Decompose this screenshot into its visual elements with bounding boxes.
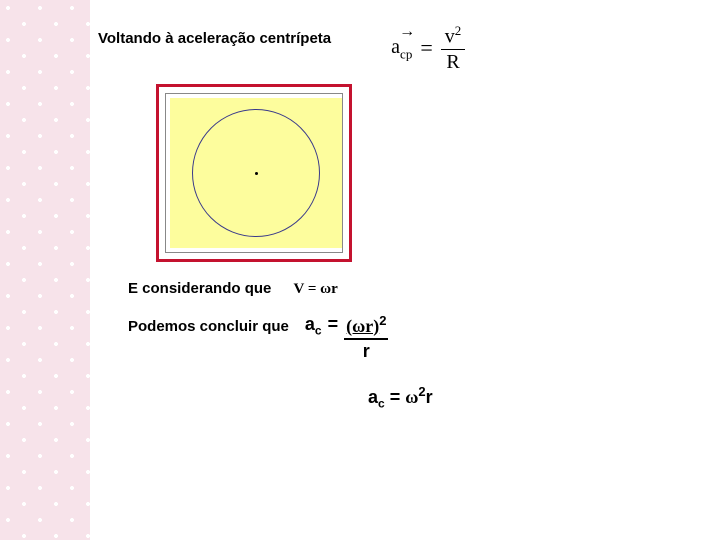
considering-text: E considerando que: [128, 280, 271, 297]
equals-sign: =: [390, 387, 401, 407]
header-row: Voltando à aceleração centrípeta → acp =…: [98, 30, 700, 72]
fraction-numerator: v2: [441, 24, 466, 50]
fraction-denominator: r: [363, 340, 370, 362]
formula-ac-fraction: ac = (ωr)2 r: [305, 314, 389, 363]
ac-symbol: ac: [305, 314, 322, 338]
equals-sign: =: [328, 314, 339, 335]
figure-background: [170, 98, 342, 248]
fraction-denominator: R: [446, 50, 459, 72]
vector-arrow-icon: →: [399, 23, 415, 41]
acp-lhs: → acp: [391, 33, 412, 62]
fraction-v2-R: v2 R: [441, 24, 466, 72]
result-line: ac = ω2r: [368, 384, 700, 411]
r-symbol: r: [426, 387, 433, 407]
exponent: 2: [418, 384, 425, 399]
formula-v-omega-r: V = ωr: [294, 281, 338, 297]
ac-symbol: ac: [368, 387, 385, 407]
slide-content: Voltando à aceleração centrípeta → acp =…: [98, 30, 700, 411]
figure-inner-frame: [165, 93, 343, 253]
figure-frame: [156, 84, 352, 262]
decorative-side-pattern: [0, 0, 90, 540]
fraction-numerator: (ωr)2: [344, 314, 388, 341]
acp-subscript: cp: [400, 47, 412, 62]
center-dot-icon: [255, 172, 258, 175]
equals-sign: =: [420, 35, 432, 61]
fraction-omega-r: (ωr)2 r: [344, 314, 388, 363]
conclude-text: Podemos concluir que: [128, 314, 289, 335]
conclude-line: Podemos concluir que ac = (ωr)2 r: [128, 314, 700, 363]
considering-line: E considerando que V = ωr: [128, 280, 700, 298]
slide-title: Voltando à aceleração centrípeta: [98, 30, 331, 47]
formula-centripetal: → acp = v2 R: [391, 24, 465, 72]
omega-symbol: ω: [405, 387, 418, 407]
